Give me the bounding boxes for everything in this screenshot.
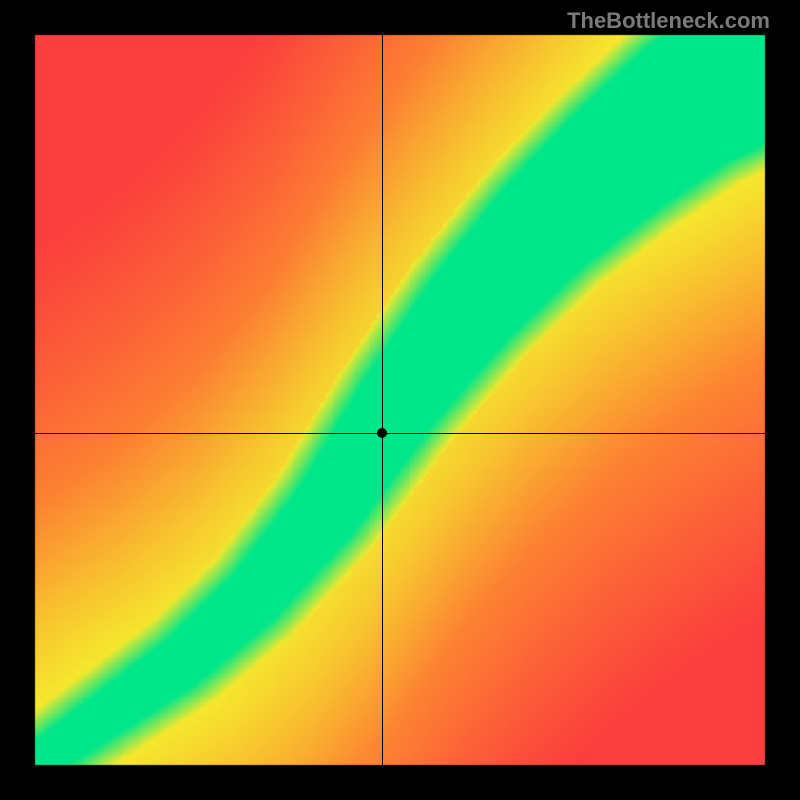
crosshair-horizontal <box>35 433 765 434</box>
data-marker <box>377 428 387 438</box>
bottleneck-heatmap <box>0 0 800 800</box>
watermark-text: TheBottleneck.com <box>567 8 770 34</box>
crosshair-vertical <box>382 35 383 765</box>
